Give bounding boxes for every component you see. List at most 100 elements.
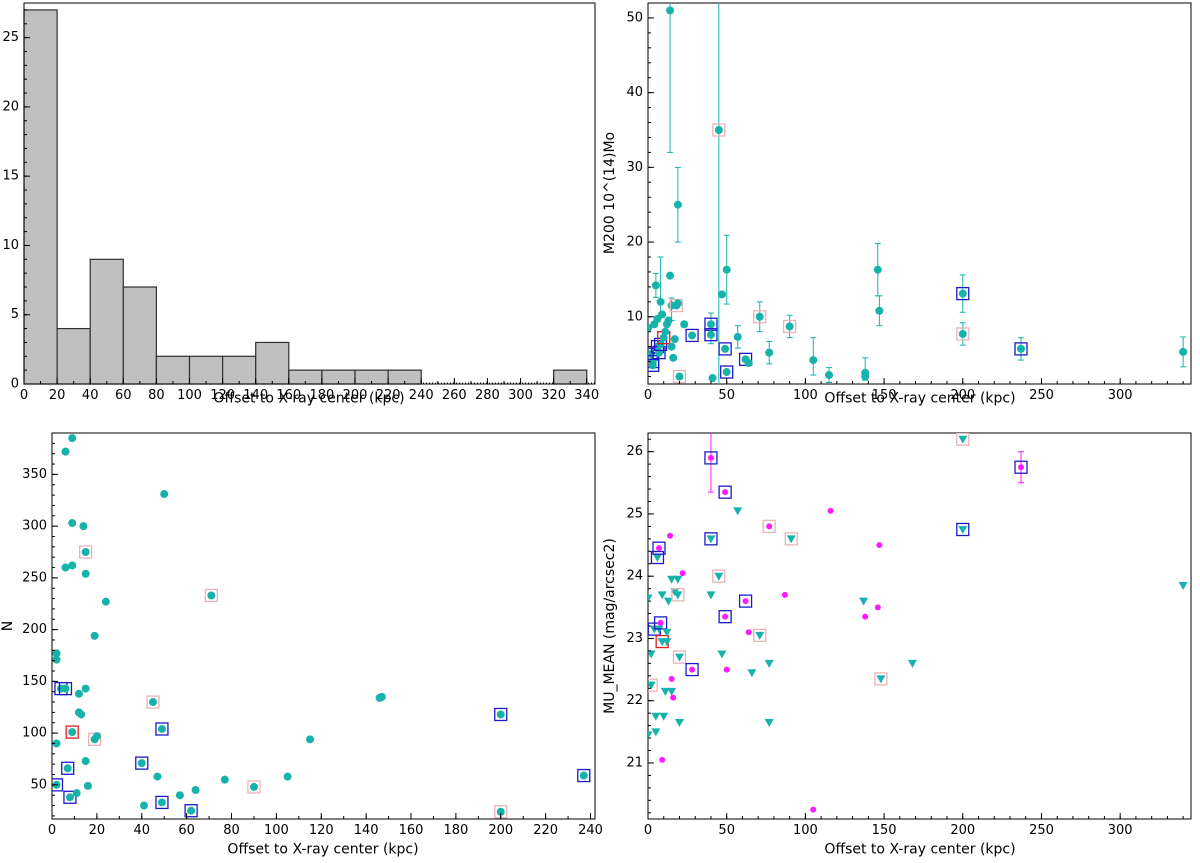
mu-point xyxy=(862,613,869,620)
mu-point xyxy=(667,575,677,584)
mu-point xyxy=(874,604,881,611)
mu-point xyxy=(651,712,661,721)
n-x-tick-label: 100 xyxy=(264,823,289,838)
m200-point xyxy=(656,297,665,306)
n-point xyxy=(137,759,146,768)
m200-point xyxy=(651,281,660,290)
n-point xyxy=(92,732,101,741)
n-point xyxy=(68,561,77,570)
n-point xyxy=(283,772,292,781)
mu-point xyxy=(876,542,883,549)
m200-point xyxy=(670,335,679,344)
n-highlight-box xyxy=(155,722,169,736)
mu-point xyxy=(673,575,683,584)
mu-scatter-panel: 0 50 100 150 200 250 300 21 22 23 24 25 26 Offset to… xyxy=(602,432,1192,858)
histogram-x-tick-label: 180 xyxy=(309,388,334,403)
m200-point xyxy=(873,265,882,274)
mu-point xyxy=(663,597,673,606)
n-point xyxy=(74,689,83,698)
histogram-bar xyxy=(89,258,124,385)
n-point xyxy=(61,563,70,572)
mu-y-tick-label: 23 xyxy=(626,631,643,646)
m200-highlight-box xyxy=(753,310,767,324)
n-scatter-panel: 0 20 40 60 80 100 120 140 160 180 200 220 240 50 100 15… xyxy=(0,432,603,858)
n-point xyxy=(101,597,110,606)
mu-point xyxy=(648,681,656,690)
m200-x-tick-label: 250 xyxy=(1029,388,1054,403)
n-highlight-box xyxy=(577,768,591,783)
histogram-bar xyxy=(255,341,290,385)
n-x-tick-label: 220 xyxy=(533,823,558,838)
mu-highlight-box xyxy=(650,550,665,565)
mu-x-tick-label: 250 xyxy=(1029,823,1054,838)
m200-point xyxy=(658,310,667,319)
mu-point xyxy=(662,638,672,647)
mu-highlight-box xyxy=(685,662,699,677)
m200-highlight-box xyxy=(712,123,726,137)
n-x-tick-label: 80 xyxy=(223,823,240,838)
n-x-tick-label: 120 xyxy=(309,823,334,838)
n-point xyxy=(81,569,90,578)
n-highlight-box xyxy=(79,545,93,559)
m200-y-tick-label: 20 xyxy=(626,235,643,250)
m200-highlight-box xyxy=(783,319,797,334)
m200-point xyxy=(688,331,697,340)
histogram-x-tick-label: 220 xyxy=(376,388,401,403)
mu-highlight-box xyxy=(784,532,798,546)
histogram-bar xyxy=(122,286,158,385)
histogram-x-tick-label: 120 xyxy=(210,388,235,403)
histogram-bar xyxy=(222,355,257,385)
histogram-x-tick-label: 260 xyxy=(442,388,467,403)
mu-point xyxy=(714,572,724,581)
mu-highlight-box xyxy=(672,650,687,664)
m200-point xyxy=(666,271,675,280)
n-point xyxy=(175,791,184,800)
m200-highlight-box xyxy=(956,286,970,301)
m200-points xyxy=(648,3,1188,384)
n-highlight-box xyxy=(204,588,218,603)
m200-highlight-box xyxy=(685,328,699,343)
mu-y-axis-label: MU_MEAN (mag/arcsec2) xyxy=(602,538,618,714)
mu-x-tick-label: 200 xyxy=(950,823,975,838)
m200-point xyxy=(648,361,657,370)
histogram-x-tick-label: 0 xyxy=(20,388,28,403)
n-point xyxy=(90,631,99,640)
m200-point xyxy=(706,330,715,339)
mu-x-axis-label: Offset to X-ray center (kpc) xyxy=(824,842,1015,858)
mu-point xyxy=(652,554,662,563)
n-x-tick-label: 180 xyxy=(443,823,468,838)
mu-x-tick-label: 150 xyxy=(872,823,897,838)
n-y-tick-label: 300 xyxy=(22,519,47,534)
mu-point xyxy=(689,666,696,673)
histogram-y-tick-label: 15 xyxy=(2,169,19,184)
mu-point xyxy=(660,687,670,696)
histogram-x-tick-label: 200 xyxy=(343,388,368,403)
mu-point xyxy=(662,628,672,637)
mu-highlight-box xyxy=(704,532,718,546)
n-point xyxy=(77,710,86,719)
histogram-x-tick-label: 280 xyxy=(475,388,500,403)
histogram-bar xyxy=(56,327,91,385)
histogram-bar xyxy=(188,355,224,385)
n-point xyxy=(81,757,90,766)
n-x-axis-label: Offset to X-ray center (kpc) xyxy=(227,842,418,858)
n-point xyxy=(306,735,315,744)
mu-point xyxy=(648,650,656,659)
n-point xyxy=(160,490,169,499)
histogram-x-tick-label: 160 xyxy=(276,388,301,403)
mu-highlight-box xyxy=(753,628,767,642)
mu-point xyxy=(654,625,664,634)
mu-highlight-box xyxy=(653,616,668,630)
m200-scatter-panel: 0 50 100 150 200 250 300 10 20 30 40 50 Offset to X… xyxy=(602,2,1192,407)
histogram-y-tick-label: 10 xyxy=(2,238,19,253)
mu-highlight-box xyxy=(956,522,970,537)
m200-x-tick-label: 200 xyxy=(950,388,975,403)
mu-point xyxy=(668,675,675,682)
n-point xyxy=(61,447,70,456)
histogram-y-tick-label: 25 xyxy=(2,30,19,45)
mu-point xyxy=(733,507,743,516)
mu-point xyxy=(707,454,714,461)
n-point xyxy=(207,591,216,600)
n-highlight-box xyxy=(135,756,149,770)
m200-axes-frame xyxy=(647,2,1192,385)
